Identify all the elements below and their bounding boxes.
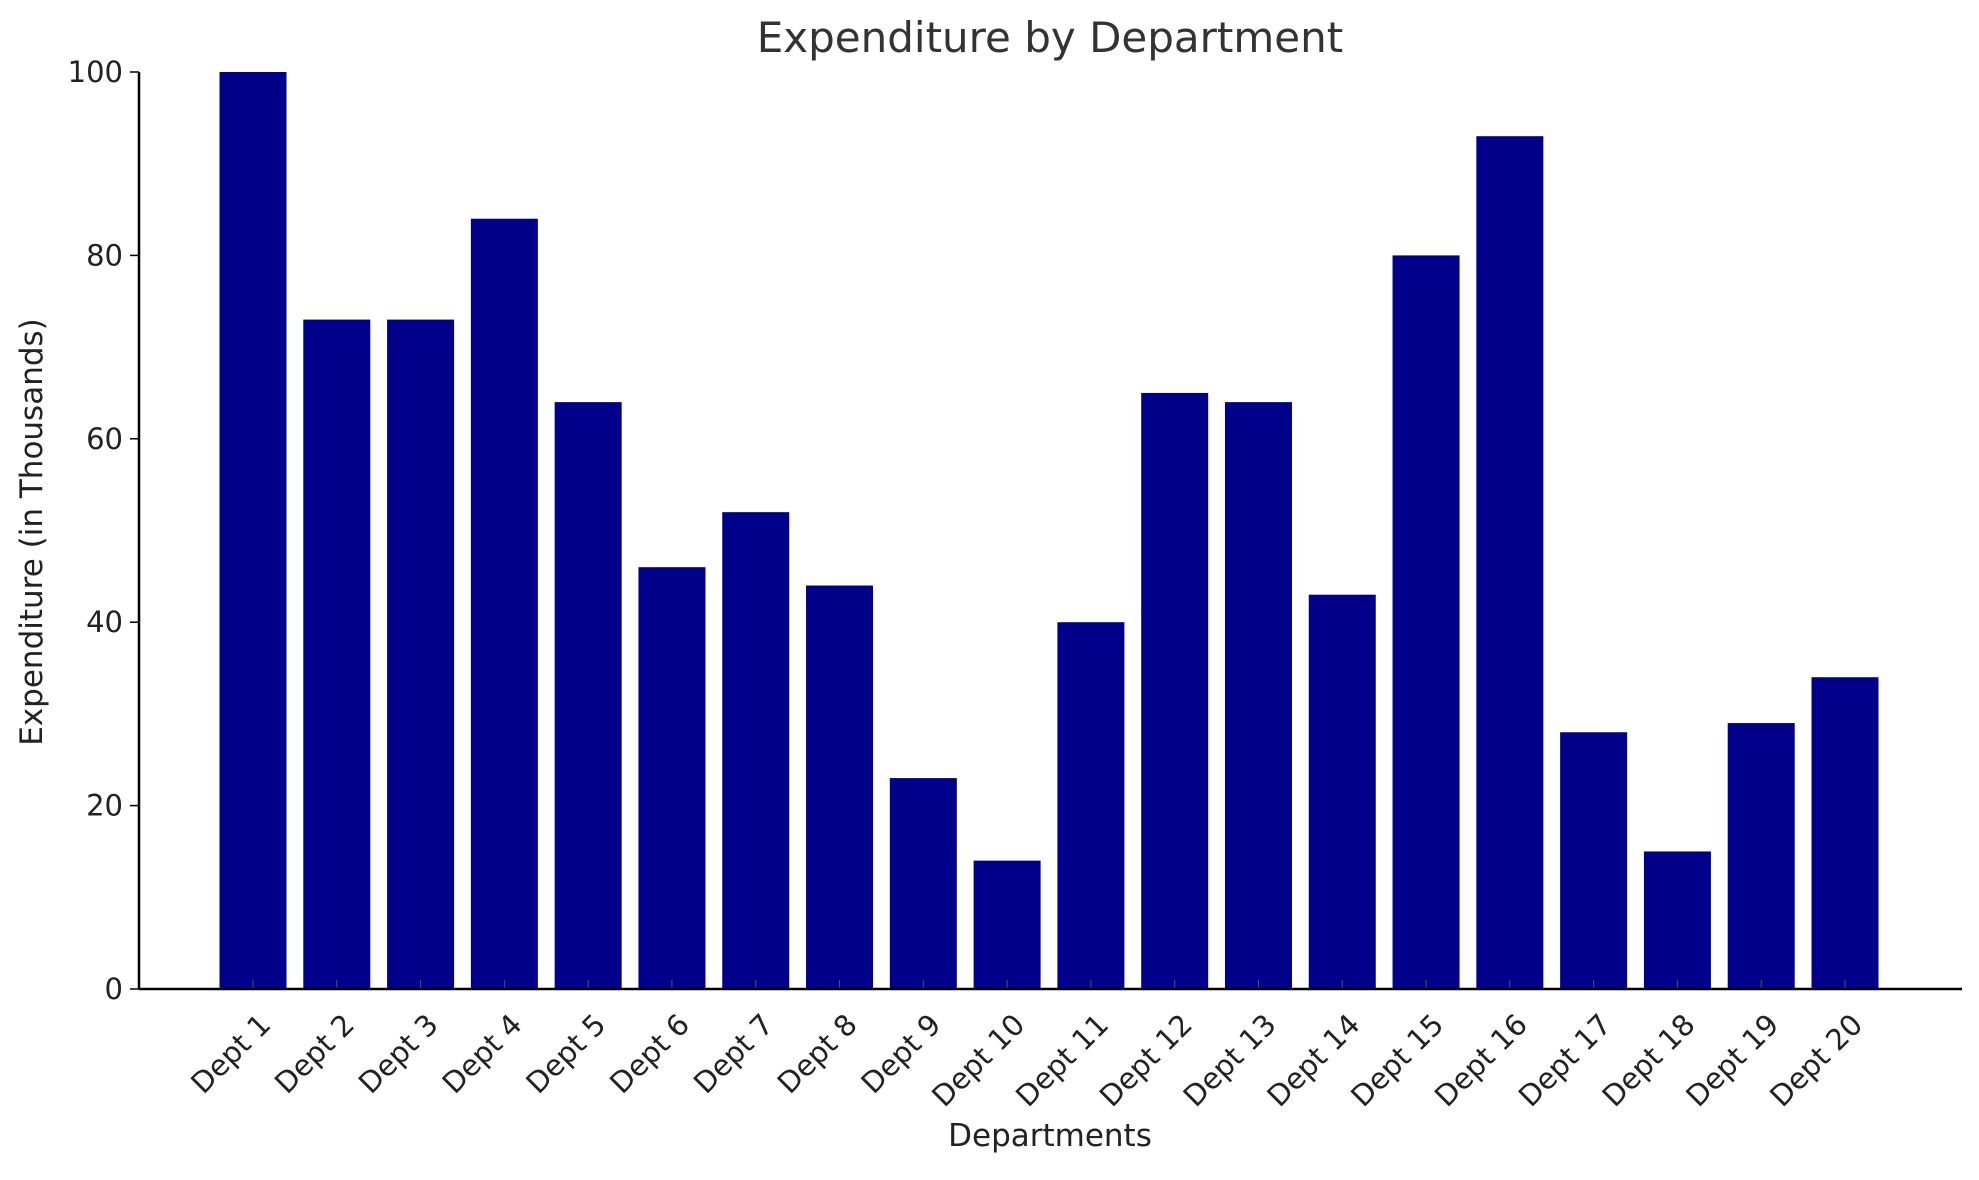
bar-1 — [219, 72, 287, 989]
x-tick-label: Dept 17 — [1512, 1007, 1618, 1113]
x-tick-label: Dept 15 — [1344, 1007, 1450, 1113]
x-tick-label: Dept 8 — [771, 1007, 864, 1100]
y-tick-label: 100 — [68, 55, 123, 89]
bar-15 — [1392, 255, 1460, 989]
y-tick-label: 20 — [86, 789, 123, 823]
y-tick-label: 80 — [86, 238, 123, 272]
x-tick-label: Dept 18 — [1596, 1007, 1702, 1113]
bar-14 — [1308, 594, 1376, 989]
x-tick-label: Dept 16 — [1428, 1007, 1534, 1113]
bar-7 — [722, 512, 790, 989]
bars-group — [219, 72, 1879, 990]
x-tick-label: Dept 10 — [925, 1007, 1031, 1113]
bar-20 — [1811, 677, 1879, 989]
bar-19 — [1727, 723, 1795, 989]
y-axis-label: Expenditure (in Thousands) — [14, 318, 50, 746]
bar-4 — [470, 218, 538, 990]
bar-13 — [1224, 402, 1292, 989]
x-tick-label: Dept 20 — [1763, 1007, 1869, 1113]
bar-10 — [973, 860, 1041, 989]
x-tick-label: Dept 4 — [436, 1007, 529, 1100]
x-tick-label: Dept 13 — [1177, 1007, 1283, 1113]
y-tick-label: 0 — [105, 972, 123, 1006]
y-tick-label: 40 — [86, 605, 123, 639]
bar-12 — [1141, 392, 1209, 989]
x-tick-label: Dept 2 — [268, 1007, 361, 1100]
bar-5 — [554, 402, 622, 989]
bar-2 — [303, 319, 371, 990]
x-tick-label: Dept 3 — [352, 1007, 445, 1100]
x-tick-label: Dept 19 — [1679, 1007, 1785, 1113]
bar-18 — [1643, 851, 1711, 989]
bar-3 — [387, 319, 455, 990]
x-tick-label: Dept 6 — [603, 1007, 696, 1100]
chart-title: Expenditure by Department — [757, 13, 1343, 62]
x-axis-label: Departments — [948, 1118, 1152, 1154]
x-tick-label: Dept 5 — [519, 1007, 612, 1100]
x-tick-label: Dept 12 — [1093, 1007, 1199, 1113]
bar-16 — [1476, 136, 1544, 989]
x-tick-label: Dept 14 — [1260, 1007, 1366, 1113]
bar-9 — [889, 778, 957, 989]
bar-11 — [1057, 622, 1125, 989]
y-tick-label: 60 — [86, 422, 123, 456]
x-tick-label: Dept 7 — [687, 1007, 780, 1100]
x-tick-label: Dept 1 — [184, 1007, 277, 1100]
x-tick-label: Dept 11 — [1009, 1007, 1115, 1113]
y-ticks-group: 0 20 40 60 80 100 — [68, 55, 139, 1006]
bar-8 — [806, 585, 874, 989]
bar-6 — [638, 567, 706, 989]
bar-17 — [1560, 732, 1628, 989]
